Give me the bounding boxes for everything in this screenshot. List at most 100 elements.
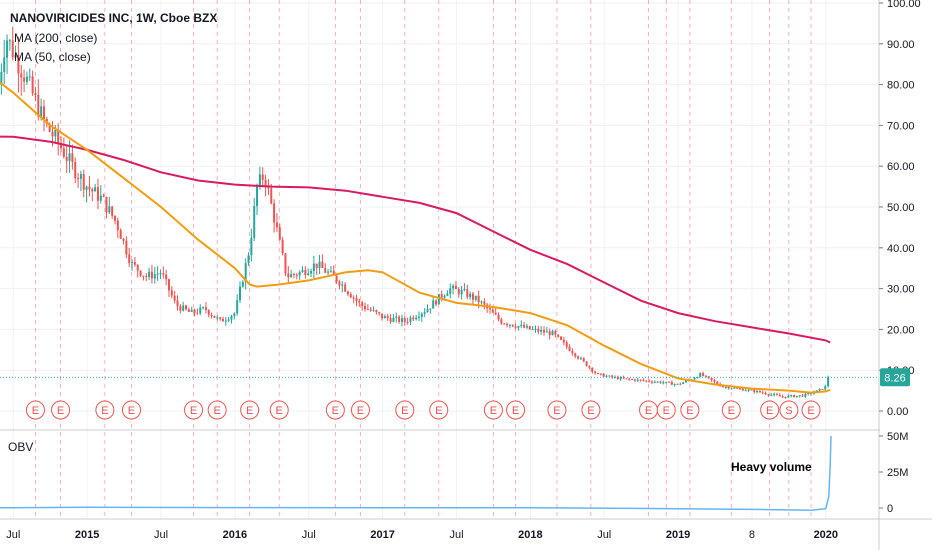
candle-body[interactable] bbox=[270, 188, 273, 204]
candle-body[interactable] bbox=[739, 388, 742, 390]
candle-body[interactable] bbox=[676, 383, 679, 385]
candle-body[interactable] bbox=[28, 76, 31, 78]
candle-body[interactable] bbox=[670, 382, 673, 385]
candle-body[interactable] bbox=[605, 375, 608, 377]
candle-body[interactable] bbox=[537, 328, 540, 332]
candle-body[interactable] bbox=[693, 378, 696, 380]
candle-body[interactable] bbox=[790, 395, 793, 397]
candle-body[interactable] bbox=[37, 94, 40, 117]
candle-body[interactable] bbox=[540, 329, 543, 332]
ma200-legend[interactable]: MA (200, close) bbox=[14, 31, 97, 45]
candle-body[interactable] bbox=[611, 375, 614, 378]
candle-body[interactable] bbox=[523, 324, 526, 328]
candle-body[interactable] bbox=[542, 329, 545, 333]
candle-body[interactable] bbox=[602, 373, 605, 377]
candle-body[interactable] bbox=[665, 381, 668, 383]
earnings-marker[interactable] bbox=[581, 400, 601, 420]
candle-body[interactable] bbox=[102, 195, 105, 197]
candle-body[interactable] bbox=[622, 377, 625, 379]
earnings-marker[interactable] bbox=[240, 400, 260, 420]
candle-body[interactable] bbox=[247, 255, 250, 264]
candle-body[interactable] bbox=[400, 318, 403, 322]
candle-body[interactable] bbox=[704, 375, 707, 377]
candle-body[interactable] bbox=[753, 389, 756, 393]
candle-body[interactable] bbox=[338, 281, 341, 286]
candle-body[interactable] bbox=[298, 272, 301, 276]
candle-body[interactable] bbox=[565, 342, 568, 347]
candle-body[interactable] bbox=[128, 254, 131, 264]
candle-body[interactable] bbox=[204, 307, 207, 311]
candle-body[interactable] bbox=[383, 316, 386, 319]
candle-body[interactable] bbox=[3, 57, 6, 72]
candle-body[interactable] bbox=[8, 40, 11, 42]
earnings-marker[interactable] bbox=[656, 400, 676, 420]
candle-body[interactable] bbox=[62, 148, 65, 157]
earnings-marker[interactable] bbox=[721, 400, 741, 420]
candle-body[interactable] bbox=[116, 220, 119, 230]
candle-body[interactable] bbox=[727, 386, 730, 389]
candle-body[interactable] bbox=[463, 289, 466, 291]
candle-body[interactable] bbox=[500, 319, 503, 324]
earnings-marker[interactable] bbox=[51, 400, 71, 420]
candle-body[interactable] bbox=[42, 106, 45, 120]
candle-body[interactable] bbox=[335, 275, 338, 282]
candle-body[interactable] bbox=[210, 314, 213, 316]
candle-body[interactable] bbox=[358, 300, 361, 303]
candle-body[interactable] bbox=[40, 106, 43, 117]
candle-body[interactable] bbox=[494, 312, 497, 315]
candle-body[interactable] bbox=[315, 263, 318, 268]
candle-body[interactable] bbox=[750, 389, 753, 391]
candle-body[interactable] bbox=[594, 371, 597, 374]
candle-body[interactable] bbox=[111, 206, 114, 216]
candle-body[interactable] bbox=[716, 381, 719, 385]
candle-body[interactable] bbox=[682, 382, 685, 385]
candle-body[interactable] bbox=[236, 300, 239, 314]
candle-body[interactable] bbox=[477, 295, 480, 303]
candle-body[interactable] bbox=[406, 321, 409, 323]
candle-body[interactable] bbox=[616, 376, 619, 380]
candle-body[interactable] bbox=[656, 381, 659, 383]
candle-body[interactable] bbox=[818, 388, 821, 391]
candle-body[interactable] bbox=[366, 309, 369, 311]
candle-body[interactable] bbox=[281, 239, 284, 254]
candle-body[interactable] bbox=[636, 379, 639, 381]
earnings-marker[interactable] bbox=[325, 400, 345, 420]
candle-body[interactable] bbox=[577, 356, 580, 359]
candle-body[interactable] bbox=[582, 358, 585, 362]
candle-body[interactable] bbox=[196, 312, 199, 314]
candle-body[interactable] bbox=[514, 326, 517, 328]
candle-body[interactable] bbox=[733, 387, 736, 389]
candle-body[interactable] bbox=[324, 268, 327, 273]
candle-body[interactable] bbox=[230, 316, 233, 320]
candle-body[interactable] bbox=[443, 295, 446, 298]
candle-body[interactable] bbox=[77, 178, 80, 180]
candle-body[interactable] bbox=[824, 386, 827, 390]
candle-body[interactable] bbox=[653, 381, 656, 383]
candle-body[interactable] bbox=[199, 307, 202, 314]
candle-body[interactable] bbox=[403, 318, 406, 322]
candle-body[interactable] bbox=[619, 377, 622, 380]
candle-body[interactable] bbox=[74, 161, 77, 179]
candle-body[interactable] bbox=[71, 153, 74, 162]
ma50-line[interactable] bbox=[0, 52, 831, 394]
candle-body[interactable] bbox=[454, 285, 457, 290]
candle-body[interactable] bbox=[417, 316, 420, 318]
candle-body[interactable] bbox=[452, 285, 455, 289]
candle-body[interactable] bbox=[346, 291, 349, 295]
earnings-marker[interactable] bbox=[269, 400, 289, 420]
candle-body[interactable] bbox=[508, 324, 511, 326]
candle-body[interactable] bbox=[469, 293, 472, 298]
candle-body[interactable] bbox=[648, 380, 651, 382]
candle-body[interactable] bbox=[778, 395, 781, 397]
candle-body[interactable] bbox=[150, 271, 153, 279]
candle-body[interactable] bbox=[349, 294, 352, 298]
candle-body[interactable] bbox=[176, 300, 179, 307]
candle-body[interactable] bbox=[94, 187, 97, 192]
candle-body[interactable] bbox=[148, 271, 151, 277]
candle-body[interactable] bbox=[312, 263, 315, 272]
candle-body[interactable] bbox=[162, 273, 165, 275]
candle-body[interactable] bbox=[548, 331, 551, 336]
candle-body[interactable] bbox=[667, 381, 670, 383]
candle-body[interactable] bbox=[307, 273, 310, 276]
candle-body[interactable] bbox=[273, 203, 276, 223]
